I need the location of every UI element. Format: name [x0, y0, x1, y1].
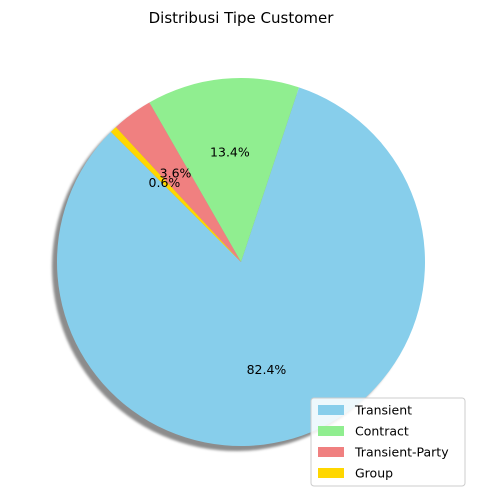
- legend-swatch-transient-party: [318, 447, 344, 457]
- pie-slice-contract: [149, 77, 299, 262]
- legend-swatch-contract: [318, 426, 344, 436]
- legend-swatch-group: [318, 468, 344, 478]
- legend-label-contract: Contract: [355, 424, 409, 439]
- pie-label-group: 0.6%: [149, 175, 181, 190]
- pie-slice-transient: [57, 87, 425, 447]
- chart-title: Distribusi Tipe Customer: [149, 9, 335, 27]
- legend-label-transient: Transient: [354, 403, 412, 418]
- legend: Transient Contract Transient-Party Group: [310, 397, 466, 487]
- pie-slice-group: [110, 127, 241, 262]
- pie-slice-transient-party: [115, 102, 241, 263]
- legend-box: [310, 397, 466, 487]
- pie-slices: [57, 77, 425, 447]
- legend-label-transient-party: Transient-Party: [354, 445, 449, 460]
- pie-label-transient-party: 3.6%: [160, 166, 192, 181]
- pie-label-contract: 13.4%: [210, 145, 250, 160]
- pie-label-transient: 82.4%: [247, 362, 287, 377]
- legend-swatch-transient: [318, 405, 344, 415]
- pie-labels: 82.4% 13.4% 3.6%0.6%: [149, 145, 287, 377]
- legend-label-group: Group: [355, 466, 393, 481]
